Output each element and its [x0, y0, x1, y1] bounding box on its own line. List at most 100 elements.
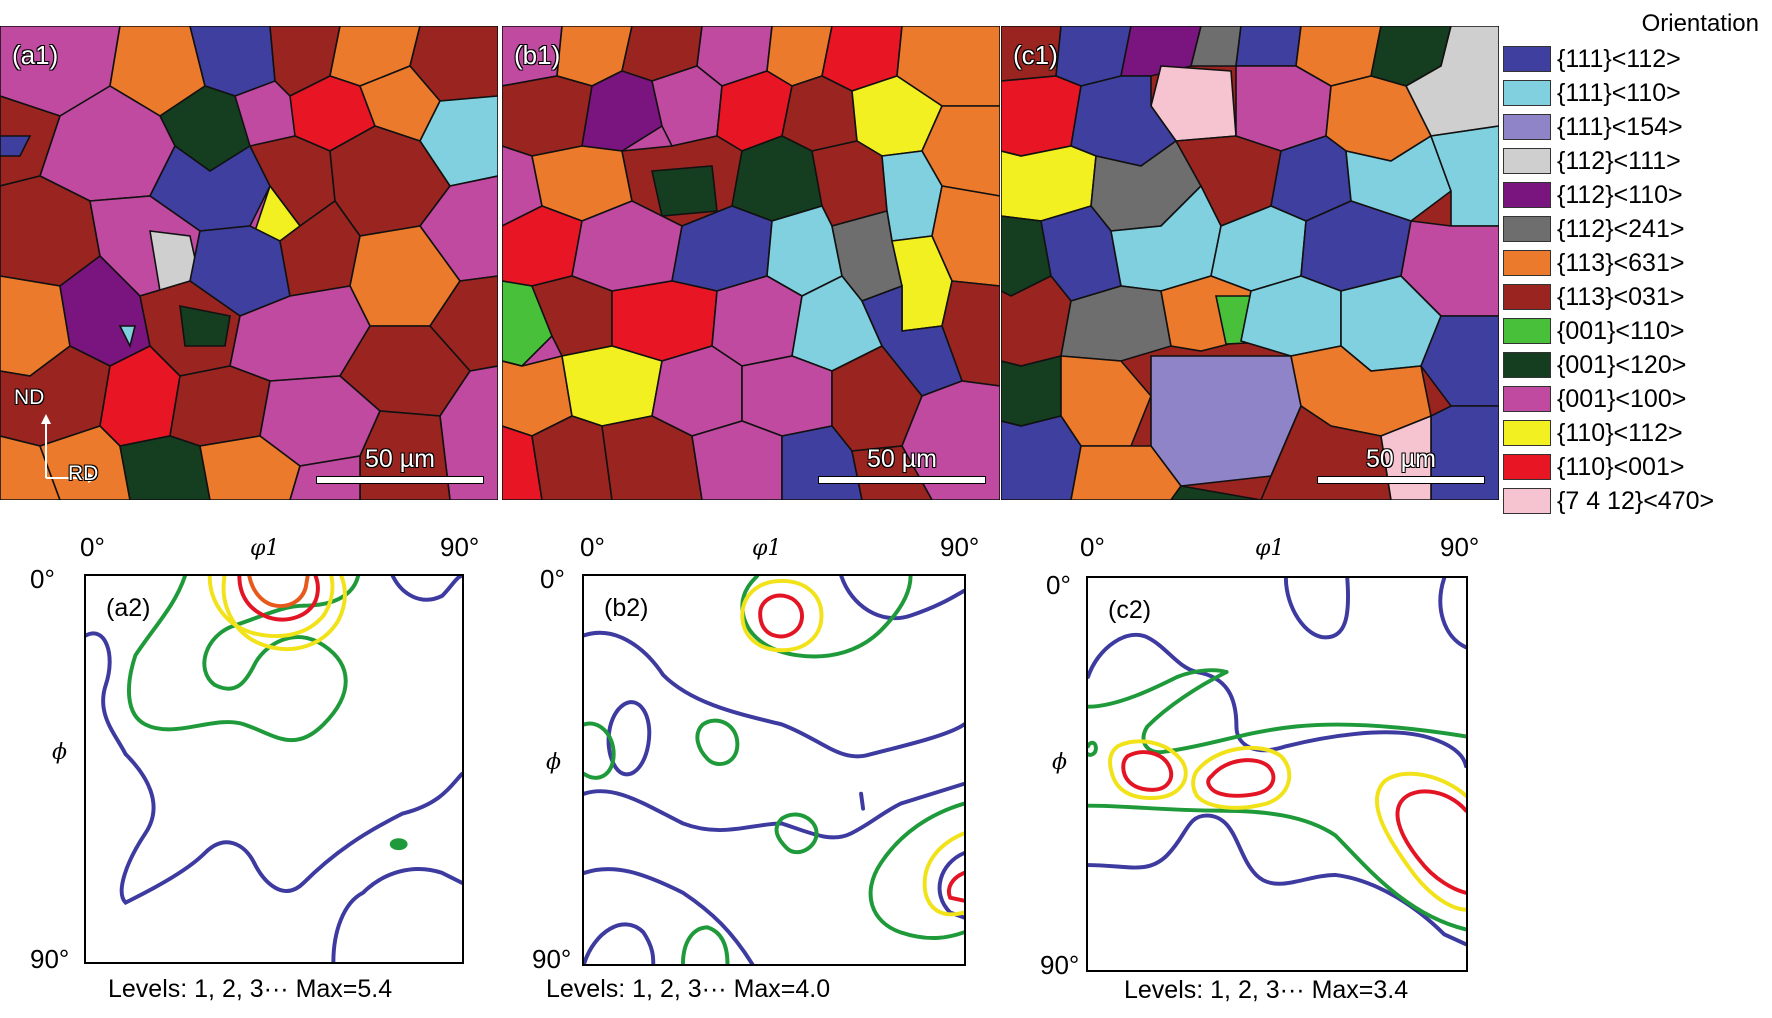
x-axis-label: φ1 — [250, 536, 280, 561]
sample-axes: ND RD — [14, 386, 114, 486]
legend-item: {112}<110> — [1503, 178, 1765, 212]
ebsd-map-b1: (b1) 50 µm — [502, 26, 1000, 500]
legend-label: {110}<112> — [1557, 418, 1683, 447]
legend-item: {110}<001> — [1503, 450, 1765, 484]
odf-panel-label-b2: (b2) — [604, 594, 649, 622]
levels-caption-c2: Levels: 1, 2, 3··· Max=3.4 — [1124, 976, 1409, 1004]
x-axis-label: φ1 — [752, 536, 782, 561]
ebsd-map-c1: (c1) 50 µm — [1001, 26, 1499, 500]
levels-caption-b2: Levels: 1, 2, 3··· Max=4.0 — [546, 975, 831, 1003]
legend-swatch — [1503, 114, 1551, 140]
y-axis-label: ϕ — [1052, 750, 1067, 775]
scale-bar-line — [316, 476, 484, 484]
scale-bar-text: 50 µm — [1366, 445, 1436, 473]
odf-section-a2: 0° φ1 90° 0° ϕ 90° (a2) Levels: 1, 2, — [0, 520, 500, 1018]
legend-item: {111}<110> — [1503, 76, 1765, 110]
panel-label-b1: (b1) — [514, 40, 561, 70]
legend-swatch — [1503, 46, 1551, 72]
legend-swatch — [1503, 488, 1551, 514]
legend-label: {111}<110> — [1557, 78, 1681, 107]
tick-x-0: 0° — [80, 532, 105, 562]
levels-caption-a2: Levels: 1, 2, 3··· Max=5.4 — [108, 975, 393, 1003]
legend-item: {112}<241> — [1503, 212, 1765, 246]
ebsd-map-c1-graphic — [1001, 26, 1499, 500]
legend-item: {113}<631> — [1503, 246, 1765, 280]
ebsd-map-b1-graphic — [502, 26, 1000, 500]
tick-y-90: 90° — [30, 944, 70, 974]
legend-label: {113}<031> — [1557, 282, 1685, 311]
odf-plot-b2: (b2) — [582, 574, 966, 966]
legend-label: {111}<154> — [1557, 112, 1683, 141]
y-axis-label: ϕ — [52, 740, 67, 765]
legend-label: {112}<110> — [1557, 180, 1683, 209]
legend-swatch — [1503, 250, 1551, 276]
y-axis-label: ϕ — [546, 750, 561, 775]
tick-x-90: 90° — [440, 532, 480, 562]
ebsd-map-a1: (a1) ND RD 50 µm — [0, 26, 498, 500]
legend-swatch — [1503, 352, 1551, 378]
legend-item: {111}<112> — [1503, 42, 1765, 76]
x-axis-label: φ1 — [1255, 536, 1285, 561]
legend-label: {7 4 12}<470> — [1557, 486, 1715, 515]
orientation-legend: Orientation {111}<112> {111}<110> {111}<15… — [1503, 6, 1765, 518]
legend-swatch — [1503, 318, 1551, 344]
odf-contours-c2 — [1088, 578, 1466, 947]
tick-x-0: 0° — [580, 532, 605, 562]
tick-y-0: 0° — [540, 564, 565, 594]
panel-label-c1: (c1) — [1013, 40, 1058, 70]
scale-bar-text: 50 µm — [867, 445, 937, 473]
legend-swatch — [1503, 386, 1551, 412]
legend-title: Orientation — [1641, 10, 1759, 37]
scale-bar-line — [1317, 476, 1485, 484]
scale-bar-b1: 50 µm — [818, 445, 986, 484]
tick-x-90: 90° — [940, 532, 980, 562]
ebsd-map-a1-graphic — [0, 26, 498, 500]
legend-label: {112}<241> — [1557, 214, 1685, 243]
odf-contours-b2 — [584, 576, 964, 964]
tick-y-90: 90° — [1040, 950, 1080, 980]
axes-arrows-icon — [41, 414, 98, 483]
tick-y-0: 0° — [30, 564, 55, 594]
legend-items: {111}<112> {111}<110> {111}<154> {112}<111>… — [1503, 42, 1765, 518]
odf-panel-label-a2: (a2) — [106, 594, 151, 622]
legend-swatch — [1503, 454, 1551, 480]
legend-label: {113}<631> — [1557, 248, 1685, 277]
odf-contours-a2 — [86, 576, 462, 962]
scale-bar-line — [818, 476, 986, 484]
rd-label: RD — [68, 462, 99, 485]
legend-swatch — [1503, 80, 1551, 106]
legend-item: {112}<111> — [1503, 144, 1765, 178]
legend-swatch — [1503, 182, 1551, 208]
tick-x-90: 90° — [1440, 532, 1480, 562]
legend-item: {001}<120> — [1503, 348, 1765, 382]
legend-item: {001}<100> — [1503, 382, 1765, 416]
legend-label: {110}<001> — [1557, 452, 1685, 481]
legend-label: {001}<120> — [1557, 350, 1687, 379]
odf-section-c2: 0° φ1 90° 0° ϕ 90° (c2) Leve — [1000, 520, 1500, 1018]
odf-plot-c2: (c2) — [1086, 576, 1468, 972]
legend-swatch — [1503, 148, 1551, 174]
scale-bar-c1: 50 µm — [1317, 445, 1485, 484]
scale-bar-text: 50 µm — [365, 445, 435, 473]
legend-label: {112}<111> — [1557, 146, 1681, 175]
legend-item: {113}<031> — [1503, 280, 1765, 314]
panel-label-a1: (a1) — [12, 40, 59, 70]
odf-section-b2: 0° φ1 90° 0° ϕ 90° — [500, 520, 1000, 1018]
odf-panel-label-c2: (c2) — [1108, 596, 1152, 624]
odf-plot-a2: (a2) — [84, 574, 464, 964]
legend-item: {001}<110> — [1503, 314, 1765, 348]
legend-swatch — [1503, 284, 1551, 310]
tick-x-0: 0° — [1080, 532, 1105, 562]
scale-bar-a1: 50 µm — [316, 445, 484, 484]
legend-label: {001}<110> — [1557, 316, 1685, 345]
legend-label: {111}<112> — [1557, 44, 1681, 73]
legend-item: {110}<112> — [1503, 416, 1765, 450]
tick-y-0: 0° — [1046, 570, 1071, 600]
legend-swatch — [1503, 216, 1551, 242]
tick-y-90: 90° — [532, 944, 572, 974]
legend-swatch — [1503, 420, 1551, 446]
nd-label: ND — [14, 386, 45, 409]
legend-item: {111}<154> — [1503, 110, 1765, 144]
legend-item: {7 4 12}<470> — [1503, 484, 1765, 518]
legend-label: {001}<100> — [1557, 384, 1687, 413]
